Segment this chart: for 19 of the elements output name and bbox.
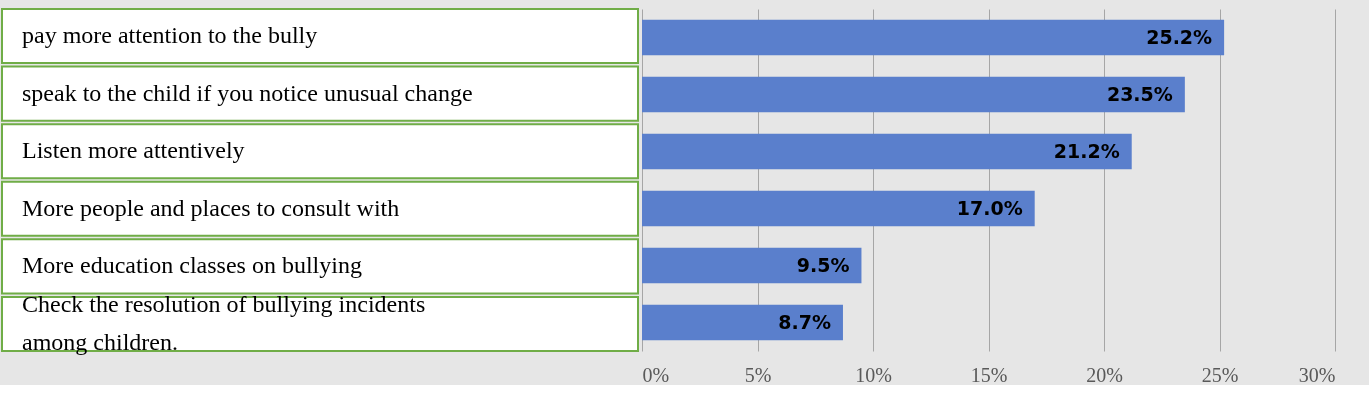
y-tick-label: More people and places to consult with [22,194,400,221]
x-tick-label: 30% [1298,363,1336,386]
y-tick-label: More education classes on bullying [22,252,362,279]
x-tick-label: 20% [1086,363,1123,386]
x-tick-label: 0% [642,363,670,386]
x-tick-label: 10% [855,363,892,386]
data-label: 23.5% [1106,82,1173,105]
y-tick-label: Check the resolution of bullying incidents among children. [22,290,426,355]
data-label: 8.7% [778,310,831,333]
x-tick-label: 5% [744,363,772,386]
data-label: 17.0% [956,196,1023,219]
x-tick-label: 15% [970,363,1008,386]
y-tick-label: Listen more attentively [22,137,245,164]
data-label: 9.5% [796,253,850,276]
y-tick-label: pay more attention to the bully [22,22,318,49]
data-label: 21.2% [1053,139,1120,162]
data-label: 25.2% [1146,25,1213,48]
x-tick-label: 25% [1201,363,1239,386]
y-tick-label: speak to the child if you notice unusual change [22,79,473,106]
